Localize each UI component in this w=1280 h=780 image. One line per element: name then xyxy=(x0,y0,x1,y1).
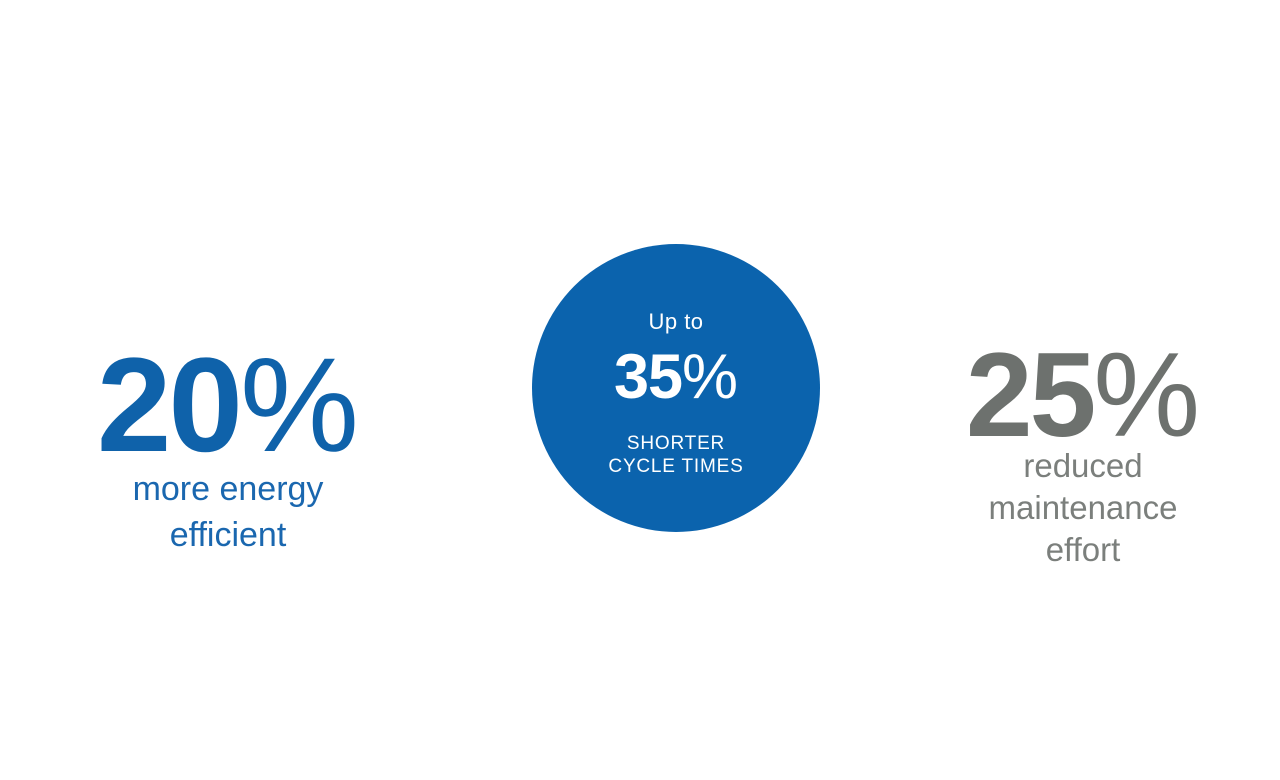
stat-maintenance-value: 25% xyxy=(903,335,1263,455)
stat-maintenance: 25% reduced maintenance effort xyxy=(903,335,1263,571)
stat-energy-number: 20 xyxy=(96,331,243,480)
stat-energy-percent-sign: % xyxy=(239,331,360,480)
stat-cycle-percent-sign: % xyxy=(682,342,739,412)
stat-energy-label-line1: more energy xyxy=(132,470,324,508)
stat-cycle-label-line1: SHORTER xyxy=(626,433,726,454)
stat-energy-label-line2: efficient xyxy=(169,516,287,554)
stat-energy-value: 20% xyxy=(38,339,418,473)
stat-maintenance-label-line3: effort xyxy=(1045,531,1121,568)
stat-cycle-number: 35 xyxy=(613,342,683,412)
stat-maintenance-label: reduced maintenance effort xyxy=(903,445,1263,571)
stat-maintenance-label-line2: maintenance xyxy=(988,489,1178,526)
stat-maintenance-number: 25 xyxy=(965,328,1096,462)
stat-energy-label: more energy efficient xyxy=(38,466,418,558)
stat-cycle-circle: Up to 35% SHORTER CYCLE TIMES xyxy=(532,244,820,532)
stat-maintenance-percent-sign: % xyxy=(1093,328,1201,462)
stat-cycle-prefix: Up to xyxy=(648,309,704,334)
stat-maintenance-label-line1: reduced xyxy=(1023,447,1143,484)
stat-cycle-label: SHORTER CYCLE TIMES xyxy=(532,432,820,478)
stat-cycle-label-line2: CYCLE TIMES xyxy=(608,456,744,477)
stat-cycle-value: 35% xyxy=(532,346,820,409)
stat-energy: 20% more energy efficient xyxy=(38,339,418,558)
